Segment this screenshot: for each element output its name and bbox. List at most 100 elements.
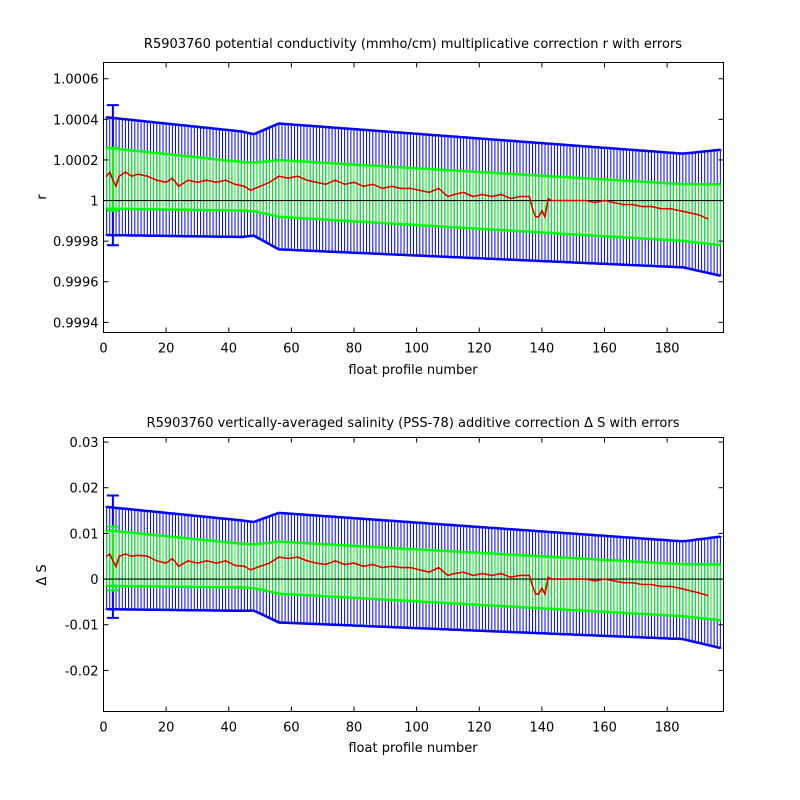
correction-point <box>155 559 158 562</box>
blue-error-band-top <box>106 116 721 155</box>
correction-point <box>105 555 108 558</box>
correction-point <box>196 181 199 184</box>
correction-point <box>306 179 308 182</box>
correction-point <box>268 181 271 184</box>
correction-point <box>556 199 559 202</box>
correction-point <box>177 185 180 188</box>
correction-point <box>697 213 700 216</box>
correction-point <box>678 209 681 212</box>
x-tick-label: 20 <box>158 342 175 357</box>
correction-point <box>234 183 236 186</box>
correction-point <box>594 201 597 204</box>
correction-point <box>146 175 149 178</box>
bottom-plot-y-axis-label: Δ S <box>35 564 50 585</box>
bottom-plot-error-bars <box>105 494 722 650</box>
correction-point <box>659 585 662 588</box>
correction-point <box>519 195 521 198</box>
correction-point <box>547 197 550 200</box>
correction-point <box>462 571 465 574</box>
correction-point <box>462 191 465 194</box>
correction-point <box>155 179 158 182</box>
correction-point <box>362 185 365 188</box>
top-plot-title: R5903760 potential conductivity (mmho/cm… <box>144 37 682 52</box>
blue-error-band-top <box>106 505 721 543</box>
blue-error-band-bottom <box>106 607 721 650</box>
correction-point <box>124 171 127 174</box>
correction-point <box>259 185 261 188</box>
correction-point <box>641 583 643 586</box>
y-tick-label: 0.02 <box>70 482 99 497</box>
correction-point <box>631 203 634 206</box>
correction-point <box>353 181 355 184</box>
x-tick-label: 0 <box>99 342 107 357</box>
correction-point <box>390 185 393 188</box>
bottom-plot-correction-line <box>105 552 709 597</box>
correction-point <box>669 207 672 210</box>
correction-point <box>171 557 174 560</box>
top-plot: R5903760 potential conductivity (mmho/cm… <box>35 37 724 378</box>
correction-point <box>146 555 149 558</box>
y-tick-label: -0.01 <box>65 619 99 634</box>
correction-point <box>584 578 587 580</box>
bottom-plot: R5903760 vertically-averaged salinity (P… <box>35 416 724 756</box>
correction-point <box>575 578 578 580</box>
correction-point <box>678 587 681 590</box>
x-tick-label: 140 <box>529 342 554 357</box>
correction-point <box>453 193 456 196</box>
green-error-band-top <box>106 146 721 186</box>
correction-point <box>418 569 421 571</box>
correction-point <box>418 189 421 192</box>
y-tick-label: 0.9998 <box>53 235 99 250</box>
x-tick-label: 20 <box>158 721 175 736</box>
correction-point <box>540 587 543 590</box>
correction-point <box>622 203 625 206</box>
correction-point <box>556 578 559 580</box>
correction-point <box>196 562 199 564</box>
blue-error-band-bottom <box>106 233 721 277</box>
correction-point <box>381 566 384 569</box>
correction-point <box>400 187 402 190</box>
y-tick-label: 1.0002 <box>53 154 99 169</box>
correction-point <box>371 563 374 566</box>
correction-point <box>447 574 449 577</box>
correction-point <box>534 215 537 218</box>
correction-point <box>706 594 709 597</box>
correction-point <box>706 217 709 220</box>
correction-point <box>603 578 606 580</box>
correction-point <box>108 171 111 174</box>
correction-point <box>362 565 365 568</box>
correction-point <box>490 195 493 198</box>
correction-point <box>550 199 553 202</box>
correction-point <box>688 211 690 214</box>
correction-point <box>177 565 180 568</box>
correction-point <box>215 562 218 564</box>
correction-point <box>603 199 606 202</box>
x-tick-label: 40 <box>220 342 237 357</box>
correction-point <box>205 559 208 562</box>
y-tick-label: 0 <box>90 573 98 588</box>
correction-point <box>428 191 431 194</box>
correction-point <box>234 564 236 567</box>
correction-point <box>472 574 474 577</box>
correction-point <box>453 572 456 575</box>
top-plot-correction-line <box>105 170 709 220</box>
green-error-band-bottom <box>106 584 721 622</box>
correction-point <box>353 562 355 564</box>
correction-point <box>306 559 308 562</box>
correction-point <box>547 576 550 579</box>
correction-point <box>215 181 218 184</box>
correction-point <box>111 179 114 182</box>
green-error-band-bottom <box>106 207 721 247</box>
y-tick-label: 0.9994 <box>53 316 99 331</box>
x-tick-label: 160 <box>592 342 617 357</box>
correction-point <box>315 562 318 564</box>
x-tick-label: 180 <box>655 342 680 357</box>
x-tick-label: 80 <box>346 342 363 357</box>
correction-point <box>287 177 290 180</box>
correction-point <box>650 205 653 208</box>
correction-point <box>594 579 597 582</box>
x-tick-label: 100 <box>404 721 429 736</box>
y-tick-label: 1.0006 <box>53 73 99 88</box>
correction-point <box>575 199 578 202</box>
